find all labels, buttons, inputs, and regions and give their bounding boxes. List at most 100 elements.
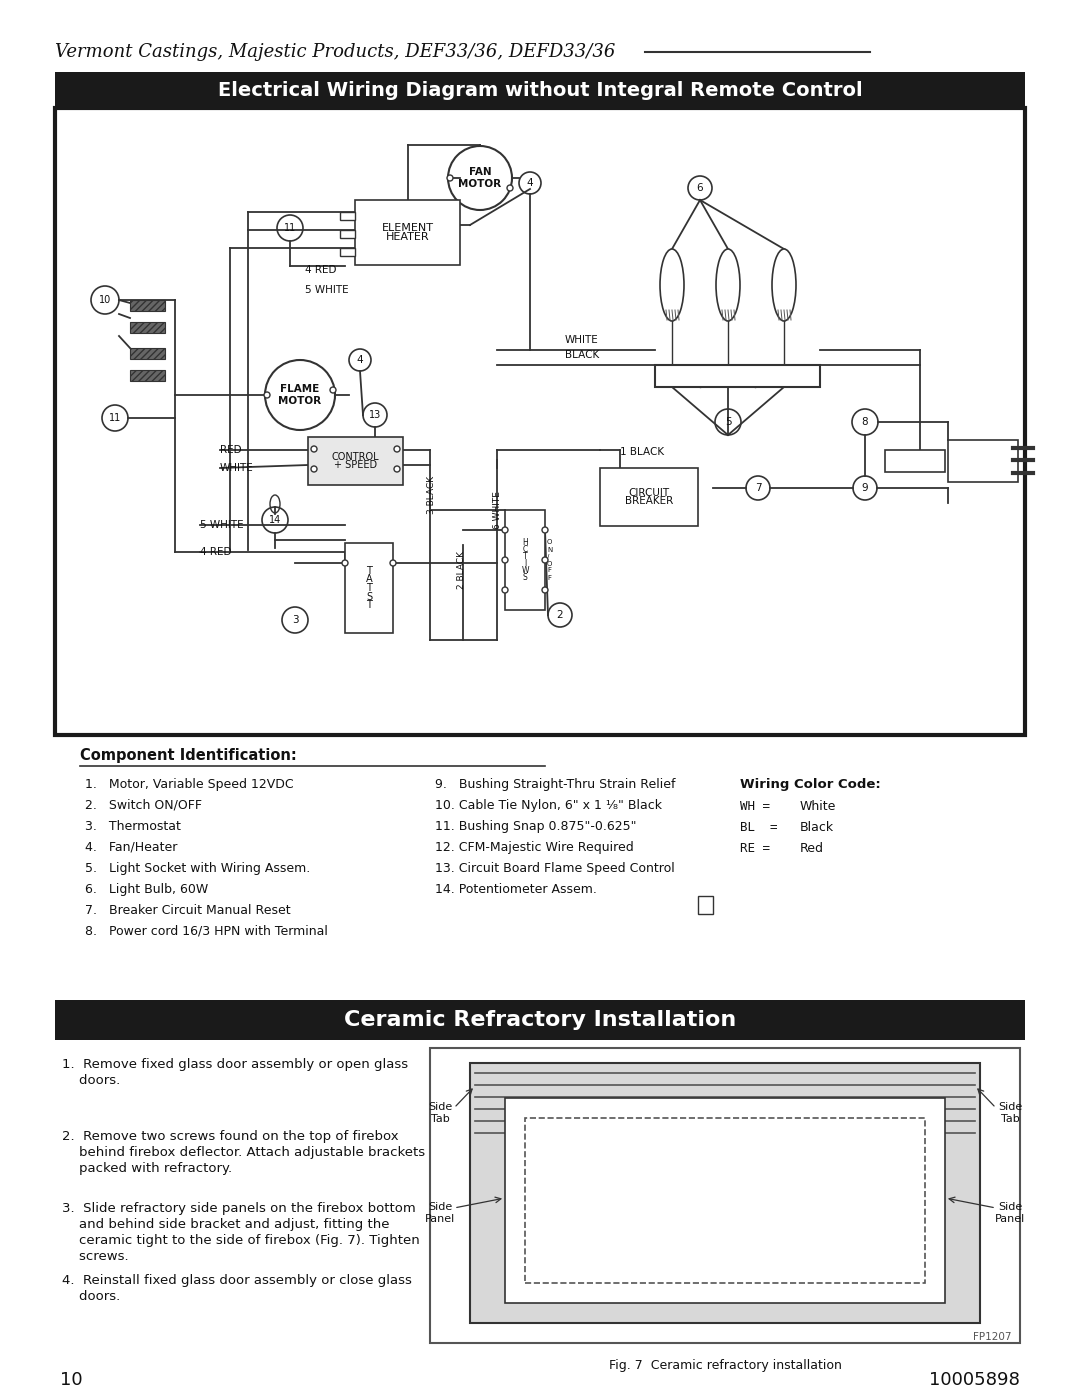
Text: Side
Panel: Side Panel <box>995 1203 1025 1224</box>
Text: SWITCH: SWITCH <box>515 542 525 574</box>
Text: BREAKER: BREAKER <box>625 496 673 507</box>
Text: + SPEED: + SPEED <box>334 460 377 471</box>
Bar <box>525 1118 924 1282</box>
Text: 4 RED: 4 RED <box>305 265 337 275</box>
Circle shape <box>264 393 270 398</box>
Bar <box>654 365 820 387</box>
Text: O
N
/
O
F
F: O N / O F F <box>546 539 552 581</box>
Bar <box>470 1063 980 1323</box>
Bar <box>505 510 545 610</box>
Circle shape <box>342 560 348 566</box>
Bar <box>55 108 1025 735</box>
Text: White: White <box>800 800 836 813</box>
Text: 4.  Reinstall fixed glass door assembly or close glass: 4. Reinstall fixed glass door assembly o… <box>62 1274 411 1287</box>
Text: 5.   Light Socket with Wiring Assem.: 5. Light Socket with Wiring Assem. <box>85 862 310 875</box>
Text: 5 WHITE: 5 WHITE <box>200 520 244 529</box>
Bar <box>885 450 945 472</box>
Text: Electrical Wiring Diagram without Integral Remote Control: Electrical Wiring Diagram without Integr… <box>218 81 862 99</box>
Bar <box>130 321 165 332</box>
Text: Side
Tab: Side Tab <box>998 1102 1022 1123</box>
Text: 7.   Breaker Circuit Manual Reset: 7. Breaker Circuit Manual Reset <box>85 904 291 916</box>
Text: CIRCUIT: CIRCUIT <box>629 488 670 497</box>
Text: 2.   Switch ON/OFF: 2. Switch ON/OFF <box>85 799 202 812</box>
Text: Component Identification:: Component Identification: <box>80 747 297 763</box>
Text: 2.  Remove two screws found on the top of firebox: 2. Remove two screws found on the top of… <box>62 1130 399 1143</box>
Circle shape <box>542 527 548 534</box>
Text: Ceramic Refractory Installation: Ceramic Refractory Installation <box>343 1010 737 1030</box>
Text: C: C <box>523 545 528 555</box>
Circle shape <box>394 467 400 472</box>
Text: 8.   Power cord 16/3 HPN with Terminal: 8. Power cord 16/3 HPN with Terminal <box>85 925 328 937</box>
Text: 10: 10 <box>60 1370 83 1389</box>
Text: 11: 11 <box>109 414 121 423</box>
Bar <box>308 437 403 485</box>
Text: 4: 4 <box>527 177 534 189</box>
Text: Side
Tab: Side Tab <box>428 1102 453 1123</box>
Bar <box>948 440 1018 482</box>
Text: WHITE: WHITE <box>565 335 598 345</box>
Ellipse shape <box>660 249 684 321</box>
Circle shape <box>394 446 400 453</box>
Text: 9: 9 <box>862 483 868 493</box>
Circle shape <box>542 587 548 592</box>
Text: doors.: doors. <box>62 1074 120 1087</box>
Text: Black: Black <box>800 821 834 834</box>
Text: FP1207: FP1207 <box>973 1331 1012 1343</box>
Text: T: T <box>366 566 372 576</box>
Text: ceramic tight to the side of firebox (Fig. 7). Tighten: ceramic tight to the side of firebox (Fi… <box>62 1234 420 1248</box>
Text: T: T <box>366 599 372 610</box>
Text: 2 BLACK: 2 BLACK <box>458 550 467 590</box>
Bar <box>130 370 165 381</box>
Bar <box>55 73 1025 108</box>
Bar <box>505 1098 945 1303</box>
Text: FLAME
MOTOR: FLAME MOTOR <box>279 384 322 405</box>
Ellipse shape <box>716 249 740 321</box>
Text: H: H <box>522 538 528 548</box>
Bar <box>55 1000 1025 1039</box>
Bar <box>130 348 165 359</box>
Text: T: T <box>366 583 372 592</box>
Text: Wiring Color Code:: Wiring Color Code: <box>740 778 881 791</box>
Text: 7: 7 <box>755 483 761 493</box>
Text: packed with refractory.: packed with refractory. <box>62 1162 232 1175</box>
Bar <box>340 231 355 237</box>
Circle shape <box>447 175 453 182</box>
Text: S: S <box>523 573 527 583</box>
Text: 11: 11 <box>284 224 296 233</box>
Circle shape <box>507 184 513 191</box>
Text: 1 BLACK: 1 BLACK <box>620 447 664 457</box>
Text: T: T <box>523 552 527 562</box>
Text: WH =: WH = <box>740 800 770 813</box>
Text: 10005898: 10005898 <box>929 1370 1020 1389</box>
Text: 3.  Slide refractory side panels on the firebox bottom: 3. Slide refractory side panels on the f… <box>62 1201 416 1215</box>
Bar <box>698 895 713 914</box>
Text: 4: 4 <box>356 355 363 365</box>
Text: Side
Panel: Side Panel <box>424 1203 455 1224</box>
Text: 1.  Remove fixed glass door assembly or open glass: 1. Remove fixed glass door assembly or o… <box>62 1058 408 1071</box>
Text: behind firebox deflector. Attach adjustable brackets: behind firebox deflector. Attach adjusta… <box>62 1146 426 1160</box>
Circle shape <box>330 387 336 393</box>
Text: Red: Red <box>800 842 824 855</box>
Text: 12. CFM-Majestic Wire Required: 12. CFM-Majestic Wire Required <box>435 841 634 854</box>
Bar <box>355 200 460 265</box>
Bar <box>130 300 165 312</box>
Circle shape <box>390 560 396 566</box>
Text: 10. Cable Tie Nylon, 6" x 1 ¹⁄₈" Black: 10. Cable Tie Nylon, 6" x 1 ¹⁄₈" Black <box>435 799 662 812</box>
Text: I: I <box>524 559 526 569</box>
Text: CONTROL: CONTROL <box>332 451 379 462</box>
Text: RED: RED <box>220 446 242 455</box>
Circle shape <box>502 527 508 534</box>
Text: 11. Bushing Snap 0.875"-0.625": 11. Bushing Snap 0.875"-0.625" <box>435 820 636 833</box>
Text: 3.   Thermostat: 3. Thermostat <box>85 820 180 833</box>
Text: 6: 6 <box>697 183 703 193</box>
Text: doors.: doors. <box>62 1289 120 1303</box>
Bar <box>340 212 355 219</box>
Text: 10: 10 <box>99 295 111 305</box>
Text: BLACK: BLACK <box>565 351 599 360</box>
Text: 3: 3 <box>292 615 298 624</box>
Ellipse shape <box>772 249 796 321</box>
Text: 5 WHITE: 5 WHITE <box>305 285 349 295</box>
Bar <box>430 1048 1020 1343</box>
Bar <box>600 468 698 527</box>
Text: FAN
MOTOR: FAN MOTOR <box>458 168 501 189</box>
